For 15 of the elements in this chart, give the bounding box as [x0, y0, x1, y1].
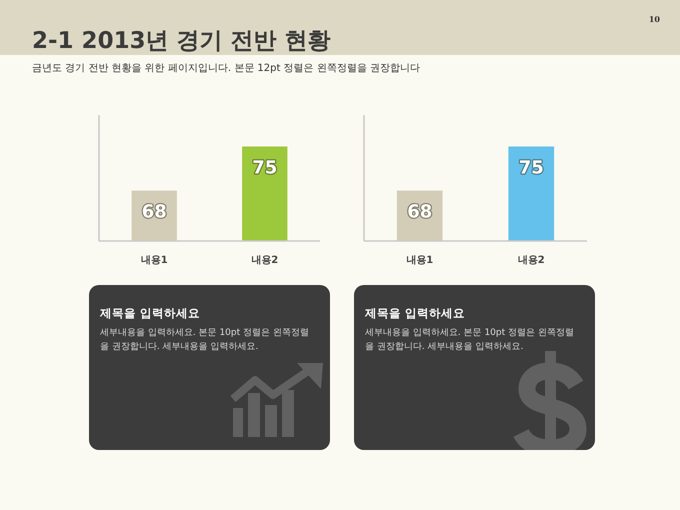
text: 2-1 2013년 경기 전반 현황: [32, 28, 331, 54]
data-label: 68: [407, 202, 432, 223]
text: 제목을 입력하세요: [365, 305, 466, 321]
text: 세부내용을 입력하세요. 본문 10pt 정렬은 왼쪽정렬을 권장합니다. 세부내용을 입력하세요.: [100, 327, 310, 354]
text: 10: [648, 14, 660, 24]
x-tick-label: 내용2: [518, 255, 545, 266]
data-label: 68: [142, 202, 167, 223]
text: 세부내용을 입력하세요. 본문 10pt 정렬은 왼쪽정렬을 권장합니다. 세부내용을 입력하세요.: [365, 327, 575, 354]
data-label: 75: [518, 158, 544, 178]
text: 금년도 경기 전반 현황을 위한 페이지입니다. 본문 12pt 정렬은 왼쪽정렬을 권장합니다: [32, 63, 420, 74]
x-tick-label: 내용1: [140, 255, 168, 266]
data-label: 75: [252, 158, 278, 178]
x-tick-label: 내용1: [406, 255, 434, 266]
text: 제목을 입력하세요: [100, 305, 202, 321]
x-tick-label: 내용2: [251, 255, 278, 266]
